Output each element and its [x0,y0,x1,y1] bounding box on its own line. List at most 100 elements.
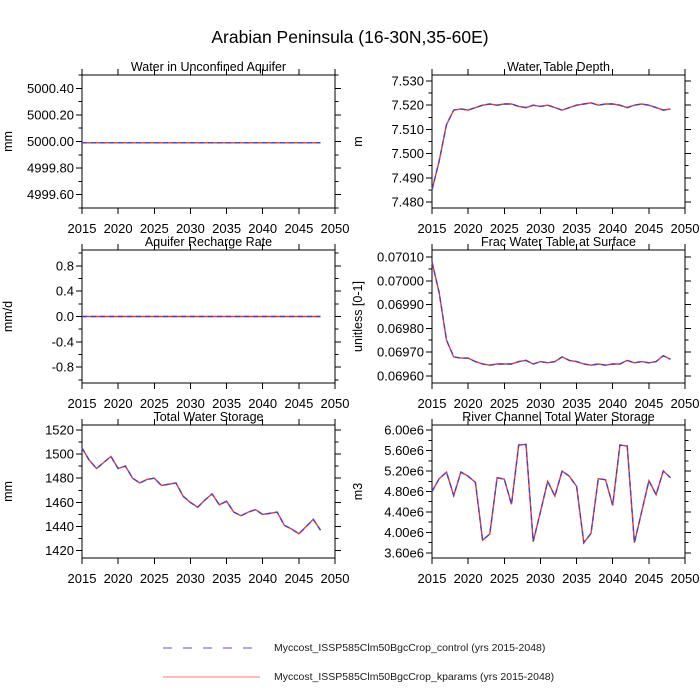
x-tick-label: 2045 [634,221,663,236]
y-tick-label: 1460 [45,495,74,510]
y-tick-label: 7.500 [391,146,424,161]
x-tick-label: 2030 [176,396,205,411]
x-tick-label: 2020 [104,396,133,411]
y-tick-label: 7.490 [391,170,424,185]
plot-frame [81,424,336,559]
y-axis-label: mm [1,131,15,152]
x-tick-label: 2040 [248,396,277,411]
x-tick-label: 2050 [671,571,700,586]
x-tick-label: 2015 [68,571,97,586]
series-kparams-line [81,447,322,535]
y-tick-label: 5.60e6 [384,443,424,458]
series-control-line [431,102,671,191]
x-tick-label: 2040 [598,221,627,236]
x-tick-label: 2035 [212,571,241,586]
x-tick-label: 2030 [176,571,205,586]
y-axis-label: m3 [351,483,365,500]
panel-title: River Channel Total Water Storage [462,410,655,424]
y-tick-label: 5000.40 [27,81,74,96]
x-tick-label: 2015 [418,571,447,586]
y-tick-label: 4.00e6 [384,525,424,540]
legend-entry-kparams: Myccost_ISSP585Clm50BgcCrop_kparams (yrs… [163,671,554,683]
x-tick-label: 2030 [526,396,555,411]
chart-water-table-depth: Water Table Depth m 2015 2020 2025 2030 2035 20… [351,60,700,236]
y-tick-label: 3.60e6 [384,545,424,560]
x-tick-label: 2045 [284,571,313,586]
panel-title: Total Water Storage [153,410,263,424]
y-axis-label: unitless [0-1] [351,281,365,352]
legend-label-control: Myccost_ISSP585Clm50BgcCrop_control (yrs… [274,641,546,654]
x-tick-label: 2025 [490,571,519,586]
y-tick-label: 0.06980 [377,321,424,336]
x-tick-label: 2025 [140,396,169,411]
y-tick-label: 7.520 [391,98,424,113]
y-tick-label: -0.4 [52,334,74,349]
page-title: Arabian Peninsula (16-30N,35-60E) [211,27,489,47]
y-tick-label: -0.8 [52,360,74,375]
y-tick-label: 0.06990 [377,297,424,312]
x-tick-label: 2020 [104,571,133,586]
x-tick-label: 2040 [248,571,277,586]
legend-entry-control: Myccost_ISSP585Clm50BgcCrop_control (yrs… [163,642,554,654]
y-tick-label: 0.06960 [377,368,424,383]
series-control-line [81,447,322,535]
y-tick-label: 5000.00 [27,134,74,149]
x-tick-label: 2015 [68,396,97,411]
x-tick-label: 2045 [284,396,313,411]
series-kparams-line [431,261,671,366]
y-tick-label: 7.480 [391,195,424,210]
y-tick-label: 0.07000 [377,273,424,288]
y-tick-label: 5.20e6 [384,464,424,479]
y-tick-label: 0.07010 [377,250,424,265]
x-tick-label: 2030 [176,221,205,236]
legend-sample-control [163,647,260,649]
y-tick-label: 0.0 [56,309,74,324]
x-tick-label: 2035 [562,221,591,236]
x-tick-label: 2050 [321,396,350,411]
x-tick-label: 2040 [248,221,277,236]
x-tick-label: 2025 [490,221,519,236]
y-axis-label: mm [1,481,15,502]
series-kparams-line [431,443,671,545]
x-tick-label: 2050 [671,221,700,236]
x-tick-label: 2020 [454,571,483,586]
y-tick-label: 4999.80 [27,161,74,176]
x-tick-label: 2025 [140,571,169,586]
chart-river-channel-total-water-storage: River Channel Total Water Storage m3 2015 2… [351,410,700,586]
chart-frac-water-table-at-surface: Frac Water Table at Surface unitless [0-1… [351,235,699,411]
y-tick-label: 4.40e6 [384,505,424,520]
y-tick-label: 1420 [45,543,74,558]
y-axis-label: m [351,136,365,146]
y-tick-label: 1480 [45,471,74,486]
y-tick-label: 5000.20 [27,107,74,122]
y-tick-label: 0.8 [56,258,74,273]
x-tick-label: 2040 [598,571,627,586]
x-tick-label: 2035 [562,396,591,411]
chart-water-in-unconfined-aquifer: Water in Unconfined Aquifer mm 2015 2020 202… [1,60,350,236]
y-axis-label: mm/d [1,301,15,332]
y-tick-label: 1500 [45,447,74,462]
x-tick-label: 2050 [321,571,350,586]
x-tick-label: 2040 [598,396,627,411]
x-tick-label: 2025 [140,221,169,236]
x-tick-label: 2050 [321,221,350,236]
y-tick-label: 1440 [45,519,74,534]
plot-frame [81,74,336,209]
y-tick-label: 6.00e6 [384,423,424,438]
panel-title: Water in Unconfined Aquifer [131,60,286,74]
x-tick-label: 2015 [68,221,97,236]
chart-aquifer-recharge-rate: Aquifer Recharge Rate mm/d 2015 2020 2025 203… [1,235,350,411]
x-tick-label: 2025 [490,396,519,411]
x-tick-label: 2045 [284,221,313,236]
x-tick-label: 2020 [454,221,483,236]
plot-frame [431,74,686,209]
panel-title: Frac Water Table at Surface [481,235,636,249]
x-tick-label: 2020 [104,221,133,236]
x-tick-label: 2045 [634,571,663,586]
series-control-line [431,443,671,545]
x-tick-label: 2030 [526,571,555,586]
x-tick-label: 2045 [634,396,663,411]
legend: Myccost_ISSP585Clm50BgcCrop_control (yrs… [163,642,554,700]
chart-total-water-storage: Total Water Storage mm 2015 2020 2025 2030 203… [1,410,350,586]
